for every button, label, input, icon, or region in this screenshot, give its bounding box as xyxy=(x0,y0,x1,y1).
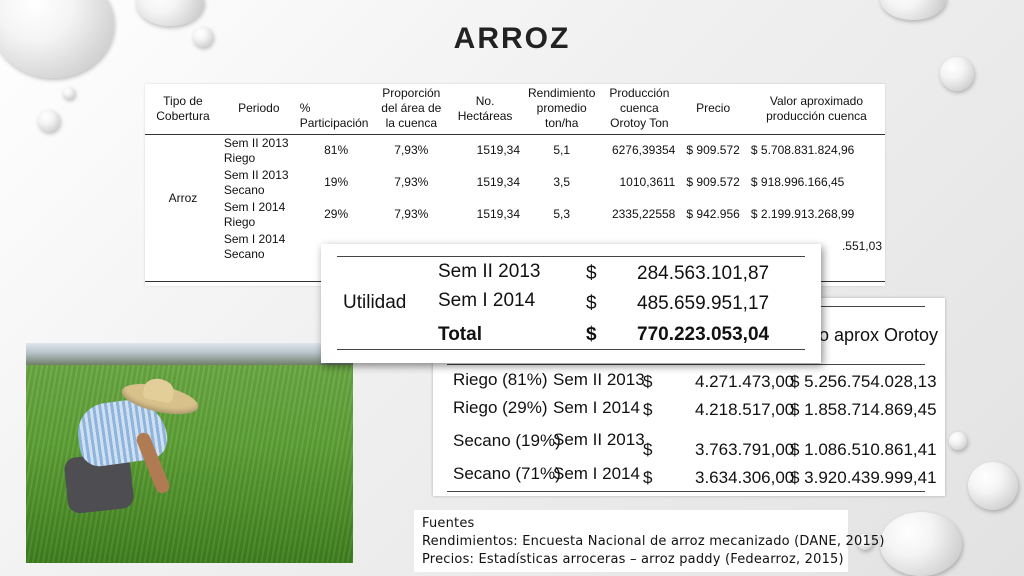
rendimiento-cell: 3,5 xyxy=(553,175,571,189)
hectareas-cell: 1519,34 xyxy=(476,143,521,158)
header-participacion: % Participación xyxy=(296,84,376,135)
slide-title: ARROZ xyxy=(453,22,571,55)
utility-value: 485.659.951,17 xyxy=(637,293,770,314)
valor-cell: $ 1.858.714.869,45 xyxy=(790,400,937,419)
periodo-cell: Sem I 2014 xyxy=(553,398,640,417)
sources-heading: Fuentes xyxy=(422,516,475,531)
participacion-cell: 81% xyxy=(324,143,349,158)
valor-cell: $ 2.199.913.268,99 xyxy=(750,207,855,221)
valor-cell: $ 1.086.510.861,41 xyxy=(790,440,937,459)
periodo-cell: Sem I 2014 xyxy=(553,464,640,483)
proporcion-cell: 7,93% xyxy=(394,207,429,221)
source-line: Rendimientos: Encuesta Nacional de arroz… xyxy=(422,534,885,549)
periodo-cell: Sem II 2013 Secano xyxy=(223,167,289,197)
rice-field-photo xyxy=(26,343,353,563)
tipo-cell: Secano (19%) xyxy=(453,431,561,450)
currency-cell: $ xyxy=(643,372,653,391)
header-periodo: Periodo xyxy=(220,84,297,135)
utility-periodo: Sem I 2014 xyxy=(438,290,536,311)
table-row: Arroz Sem II 2013 Riego 81% 7,93% 1519,3… xyxy=(145,135,885,206)
costo-cell: 3.763.791,00 xyxy=(695,440,795,459)
costo-cell: 4.271.473,00 xyxy=(695,372,795,391)
utility-value: 284.563.101,87 xyxy=(637,263,770,284)
source-line: Precios: Estadísticas arroceras – arroz … xyxy=(422,552,844,567)
utility-bottom-rule xyxy=(337,349,805,350)
utility-total-label: Total xyxy=(438,324,482,345)
water-drop-decoration xyxy=(193,27,213,47)
utility-total-currency: $ xyxy=(586,324,597,345)
valor-cell: $ 3.920.439.999,41 xyxy=(790,468,937,487)
periodo-cell: Sem II 2013 xyxy=(553,370,645,389)
water-drop-decoration xyxy=(857,534,873,550)
tipo-cell: Riego (81%) xyxy=(453,370,548,389)
produccion-cell: 1010,3611 xyxy=(619,175,676,189)
periodo-cell: Sem I 2014 Secano xyxy=(223,231,286,261)
water-drop-decoration xyxy=(940,57,974,91)
table-row: Sem I 2014 Riego 29% 7,93% 1519,34 5,3 2… xyxy=(145,199,885,231)
utility-top-rule xyxy=(337,256,805,257)
hectareas-cell: 1519,34 xyxy=(476,207,521,221)
table-row: Sem I 2014 Secano .551,03 xyxy=(145,231,885,263)
cobertura-cell: Arroz xyxy=(168,191,198,206)
water-drop-decoration xyxy=(63,87,75,99)
cost-table-bottom-rule xyxy=(447,491,925,492)
valor-cell: .551,03 xyxy=(841,239,882,253)
rendimiento-cell: 5,1 xyxy=(553,143,571,158)
periodo-cell: Sem II 2013 Riego xyxy=(223,135,289,165)
utility-periodo: Sem II 2013 xyxy=(438,261,541,282)
tipo-cell: Secano (71%) xyxy=(453,464,561,483)
participacion-cell: 19% xyxy=(324,175,349,189)
water-drop-decoration xyxy=(38,110,60,132)
water-drop-decoration xyxy=(880,0,946,20)
header-rendimiento: Rendimiento promedio ton/ha xyxy=(523,84,601,135)
cost-table-header-rule xyxy=(447,364,925,365)
water-drop-decoration xyxy=(880,512,962,576)
periodo-cell: Sem I 2014 Riego xyxy=(223,199,286,229)
header-produccion: Producción cuenca Orotoy Ton xyxy=(600,84,679,135)
water-drop-decoration xyxy=(949,432,967,450)
costo-cell: 3.634.306,00 xyxy=(695,468,795,487)
produccion-cell: 2335,22558 xyxy=(611,207,676,221)
utility-label: Utilidad xyxy=(343,292,407,313)
currency-cell: $ xyxy=(643,468,653,487)
header-valor: Valor aproximado producción cuenca xyxy=(747,84,885,135)
utility-total-value: 770.223.053,04 xyxy=(637,324,770,345)
precio-cell: $ 909.572 xyxy=(686,143,740,158)
costo-cell: 4.218.517,00 xyxy=(695,400,795,419)
participacion-cell: 29% xyxy=(324,207,349,221)
valor-cell: $ 5.256.754.028,13 xyxy=(790,372,937,391)
produccion-cell: 6276,39354 xyxy=(611,143,676,158)
proporcion-cell: 7,93% xyxy=(394,175,429,189)
precio-cell: $ 942.956 xyxy=(686,207,740,221)
header-cobertura: Tipo de Cobertura xyxy=(145,84,221,135)
valor-cell: $ 5.708.831.824,96 xyxy=(750,143,855,158)
sources-box: Fuentes Rendimientos: Encuesta Nacional … xyxy=(414,510,885,572)
proporcion-cell: 7,93% xyxy=(394,143,429,158)
header-proporcion: Proporción del área de la cuenca xyxy=(375,84,448,135)
utility-summary: Utilidad Sem II 2013 $ 284.563.101,87 Se… xyxy=(321,244,821,363)
currency-cell: $ xyxy=(643,400,653,419)
water-drop-decoration xyxy=(968,462,1018,510)
tipo-cell: Riego (29%) xyxy=(453,398,548,417)
hectareas-cell: 1519,34 xyxy=(476,175,521,189)
utility-currency: $ xyxy=(586,263,597,284)
periodo-cell: Sem II 2013 xyxy=(553,430,645,449)
precio-cell: $ 909.572 xyxy=(686,175,740,189)
utility-currency: $ xyxy=(586,293,597,314)
rendimiento-cell: 5,3 xyxy=(553,207,571,221)
header-precio: Precio xyxy=(678,84,748,135)
header-hectareas: No. Hectáreas xyxy=(447,84,524,135)
currency-cell: $ xyxy=(643,440,653,459)
photo-hills xyxy=(26,343,353,365)
table-row: Sem II 2013 Secano 19% 7,93% 1519,34 3,5… xyxy=(145,167,885,199)
cost-table-header-fragment: o aprox Orotoy xyxy=(819,325,939,345)
valor-cell: $ 918.996.166,45 xyxy=(750,175,845,189)
